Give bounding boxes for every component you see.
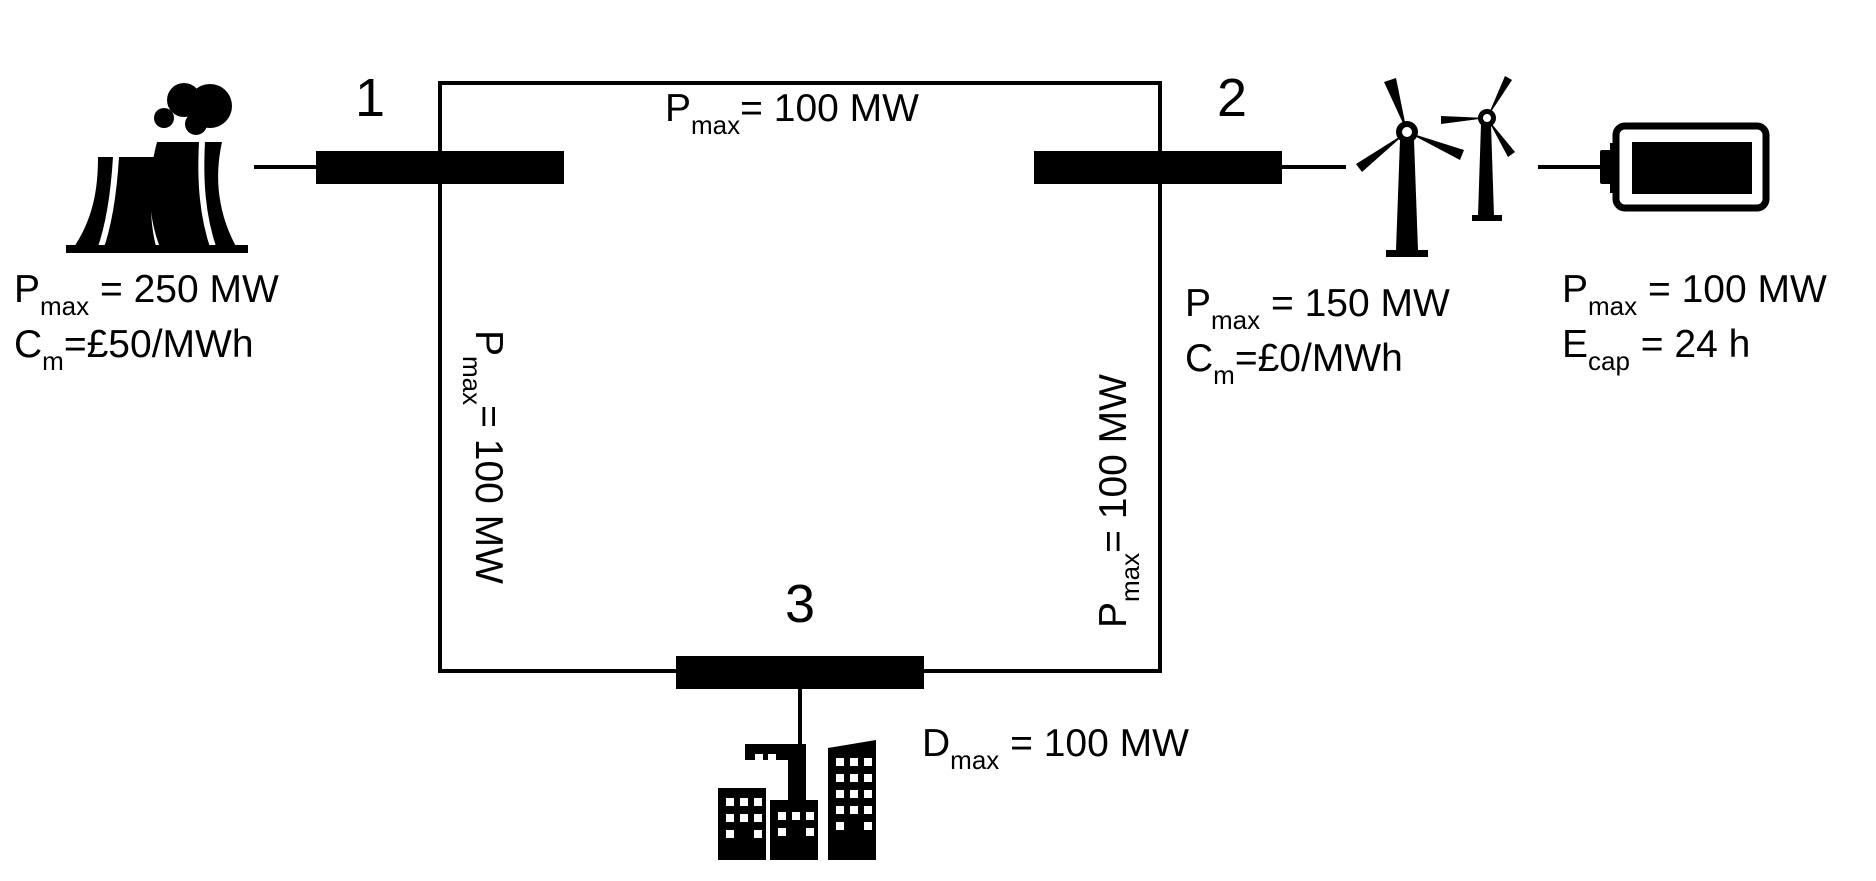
- bus-bar-3: [676, 656, 924, 689]
- line-label-1-2: Pmax= 100 MW: [665, 87, 919, 140]
- battery-icon: [1600, 122, 1770, 212]
- bus-number-2: 2: [1217, 68, 1247, 128]
- wind-cost-label: Cm=£0/MWh: [1185, 337, 1403, 390]
- bus-bar-2: [1034, 151, 1282, 184]
- battery-power-label: Pmax = 100 MW: [1562, 268, 1827, 321]
- wind-turbine-icon: [1356, 76, 1515, 257]
- load-demand-label: Dmax = 100 MW: [922, 722, 1189, 775]
- plant-capacity-label: Pmax = 250 MW: [14, 268, 279, 321]
- battery-energy-label: Ecap = 24 h: [1562, 323, 1750, 376]
- bus-number-3: 3: [785, 574, 815, 634]
- power-plant-icon: [66, 83, 248, 253]
- line-label-2-3: Pmax= 100 MW: [1092, 374, 1145, 628]
- bus-number-1: 1: [355, 68, 385, 128]
- line-label-1-3: Pmax= 100 MW: [457, 330, 510, 584]
- plant-cost-label: Cm=£50/MWh: [14, 323, 254, 376]
- bus-bar-1: [316, 151, 564, 184]
- wind-capacity-label: Pmax = 150 MW: [1185, 282, 1450, 335]
- city-buildings-icon: [718, 740, 876, 860]
